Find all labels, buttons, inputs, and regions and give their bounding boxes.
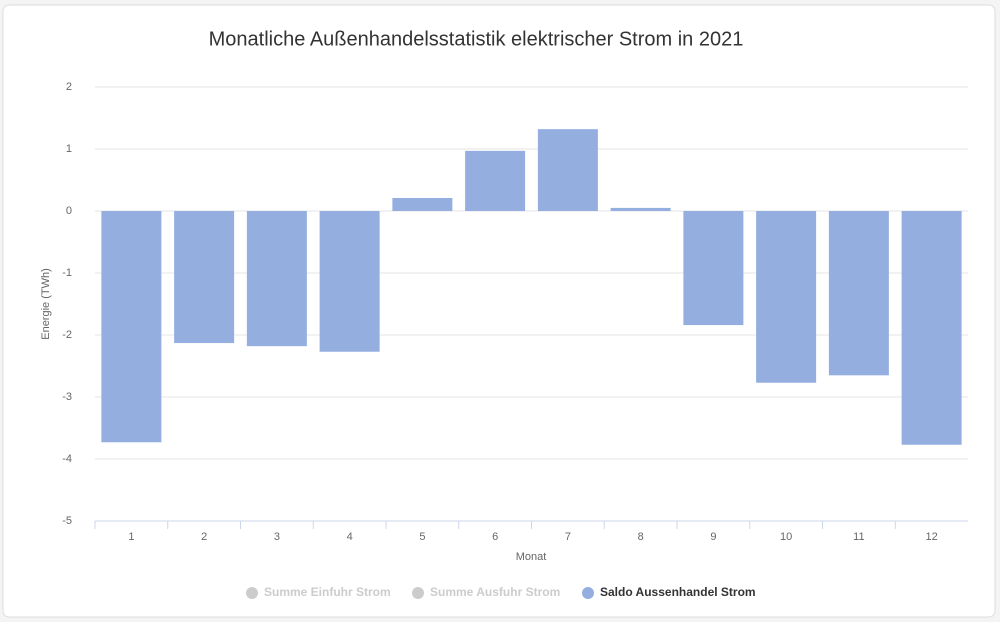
x-tick-label: 7 [565,531,571,543]
bar [828,211,889,376]
legend-marker[interactable] [412,587,424,599]
x-tick-label: 12 [926,531,938,543]
bar [683,211,744,326]
bar [392,197,453,211]
bar [610,207,671,211]
legend-label[interactable]: Summe Ausfuhr Strom [430,585,560,599]
x-tick-label: 8 [638,531,644,543]
bar [465,150,526,211]
x-tick-label: 9 [710,531,716,543]
y-tick-label: 2 [66,81,72,93]
y-tick-label: 0 [66,205,72,217]
bar [756,211,817,383]
x-tick-label: 11 [853,531,864,543]
bar [246,211,307,347]
y-tick-label: 1 [66,143,72,155]
y-axis-label: Energie (TWh) [40,268,52,340]
legend-marker[interactable] [582,587,594,599]
x-tick-label: 3 [274,531,280,543]
legend-label[interactable]: Saldo Aussenhandel Strom [600,585,756,599]
y-tick-label: -1 [62,267,72,279]
y-tick-label: -2 [62,329,72,341]
x-tick-label: 4 [347,531,353,543]
x-tick-label: 1 [128,531,134,543]
y-tick-label: -4 [62,453,72,465]
bar [537,129,598,211]
chart-title: Monatliche Außenhandelsstatistik elektri… [209,28,744,50]
bar [101,211,162,443]
bar [174,211,235,344]
chart-frame [2,4,996,618]
x-tick-label: 6 [492,531,498,543]
x-tick-label: 5 [419,531,425,543]
bar [319,211,380,352]
legend-label[interactable]: Summe Einfuhr Strom [264,585,391,599]
legend-marker[interactable] [246,587,258,599]
x-tick-label: 10 [780,531,792,543]
bar [901,211,962,445]
x-tick-label: 2 [201,531,207,543]
y-tick-label: -5 [62,515,72,527]
y-tick-label: -3 [62,391,72,403]
x-axis-label: Monat [516,551,547,563]
